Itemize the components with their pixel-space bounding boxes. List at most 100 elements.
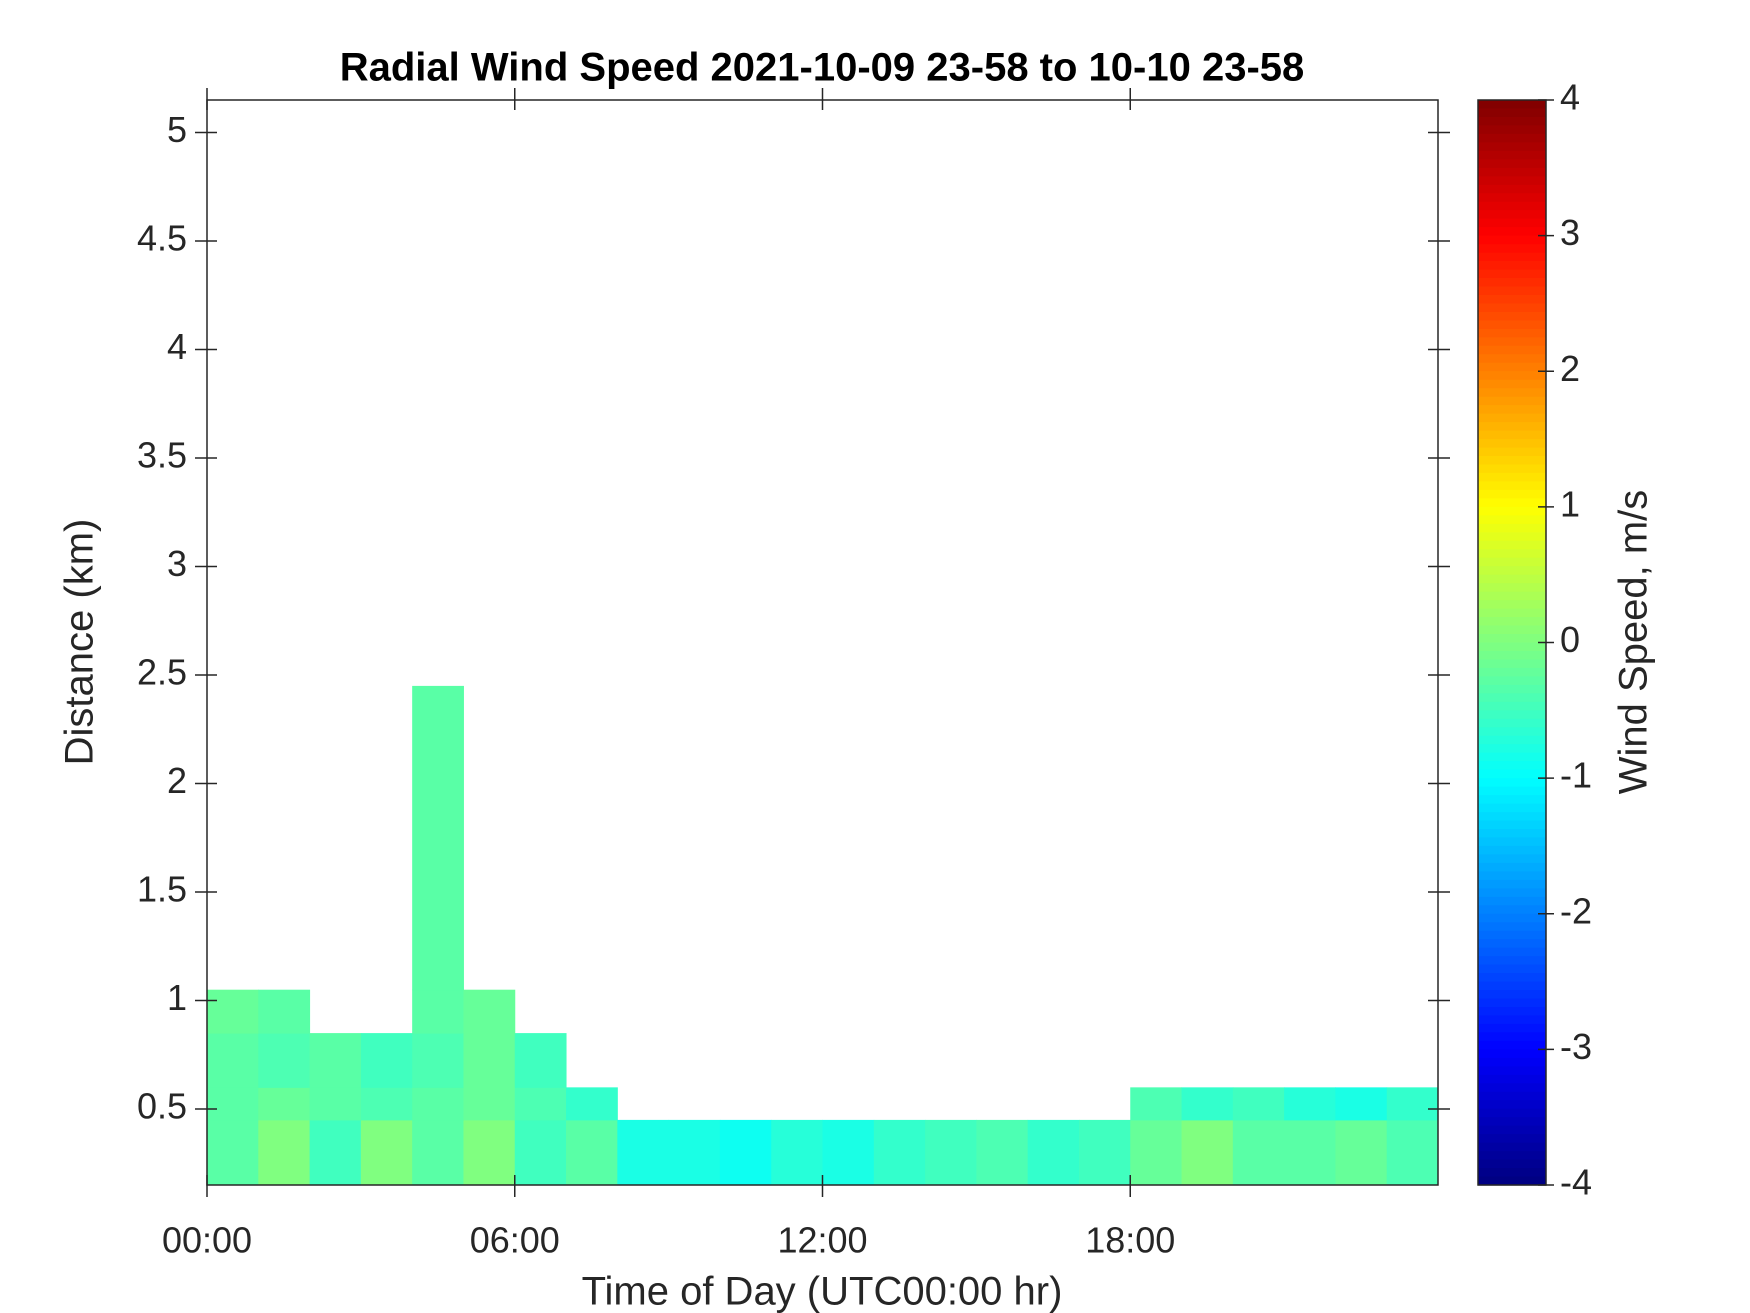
colorbar-band: [1478, 371, 1546, 381]
colorbar-band: [1478, 1108, 1546, 1118]
y-tick-label: 2: [167, 760, 187, 801]
colorbar-band: [1478, 422, 1546, 432]
colorbar-band: [1478, 786, 1546, 796]
colorbar-band: [1478, 532, 1546, 542]
colorbar-band: [1478, 489, 1546, 499]
colorbar-band: [1478, 303, 1546, 313]
colorbar-band: [1478, 252, 1546, 262]
colorbar-band: [1478, 625, 1546, 635]
heatmap-cell: [463, 1087, 516, 1121]
colorbar-band: [1478, 116, 1546, 127]
colorbar-band: [1478, 1015, 1546, 1025]
colorbar-band: [1478, 778, 1546, 788]
colorbar-band: [1478, 523, 1546, 533]
y-tick-label: 3: [167, 543, 187, 584]
colorbar-band: [1478, 710, 1546, 720]
colorbar-band: [1478, 854, 1546, 864]
colorbar-band: [1478, 227, 1546, 237]
colorbar-band: [1478, 142, 1546, 152]
colorbar-band: [1478, 650, 1546, 661]
colorbar-band: [1478, 1100, 1546, 1110]
colorbar-band: [1478, 100, 1546, 110]
colorbar-band: [1478, 913, 1546, 923]
colorbar-band: [1478, 574, 1546, 584]
heatmap-cell: [1386, 1119, 1439, 1186]
heatmap-cell: [1130, 1087, 1183, 1121]
heatmap-cell: [258, 1033, 311, 1088]
colorbar-band: [1478, 862, 1546, 872]
colorbar-band: [1478, 718, 1546, 728]
colorbar-band: [1478, 125, 1546, 135]
colorbar-band: [1478, 566, 1546, 576]
colorbar-band: [1478, 591, 1546, 601]
colorbar-band: [1478, 1023, 1546, 1034]
heatmap-cell: [207, 1033, 259, 1088]
colorbar-band: [1478, 803, 1546, 813]
heatmap-cell: [412, 1119, 464, 1186]
heatmap-cell: [668, 1119, 721, 1186]
heatmap-cell: [360, 1119, 413, 1186]
x-tick-label: 18:00: [1085, 1220, 1175, 1261]
colorbar-tick-label: 4: [1560, 77, 1580, 118]
heatmap-cell: [309, 1087, 362, 1121]
colorbar-band: [1478, 1117, 1546, 1127]
x-tick-label: 06:00: [470, 1220, 560, 1261]
y-tick-label: 4: [167, 326, 187, 367]
colorbar-band: [1478, 1091, 1546, 1101]
chart-title: Radial Wind Speed 2021-10-09 23-58 to 10…: [340, 46, 1305, 90]
heatmap-cell: [1130, 1119, 1183, 1186]
colorbar-band: [1478, 634, 1546, 644]
heatmap-cell: [463, 989, 516, 1034]
colorbar-band: [1478, 964, 1546, 974]
colorbar-band: [1478, 947, 1546, 957]
colorbar-band: [1478, 812, 1546, 822]
colorbar-band: [1478, 956, 1546, 966]
heatmap-cell: [1284, 1087, 1336, 1121]
colorbar-band: [1478, 1040, 1546, 1050]
colorbar-band: [1478, 286, 1546, 296]
colorbar-band: [1478, 1134, 1546, 1144]
colorbar-band: [1478, 201, 1546, 211]
colorbar-band: [1478, 828, 1546, 839]
colorbar-band: [1478, 600, 1546, 610]
heatmap-cell: [309, 1119, 362, 1186]
colorbar-band: [1478, 667, 1546, 678]
colorbar-band: [1478, 210, 1546, 220]
colorbar-band: [1478, 133, 1546, 143]
colorbar-band: [1478, 1176, 1546, 1186]
colorbar-band: [1478, 845, 1546, 856]
colorbar-band: [1478, 176, 1546, 186]
y-tick-label: 5: [167, 109, 187, 150]
heatmap-cell: [463, 1119, 516, 1186]
colorbar-band: [1478, 261, 1546, 271]
colorbar-band: [1478, 879, 1546, 889]
colorbar-band: [1478, 515, 1546, 525]
colorbar-band: [1478, 998, 1546, 1008]
colorbar-band: [1478, 311, 1546, 321]
y-tick-label: 1.5: [137, 869, 187, 910]
heatmap-cell: [412, 1087, 464, 1121]
colorbar-band: [1478, 481, 1546, 491]
colorbar-band: [1478, 676, 1546, 686]
heatmap-cell: [207, 1087, 259, 1121]
colorbar-band: [1478, 557, 1546, 567]
heatmap-cell: [258, 1119, 311, 1186]
heatmap-cell: [1232, 1087, 1285, 1121]
heatmap-cell: [1335, 1087, 1388, 1121]
x-axis-label: Time of Day (UTC00:00 hr): [582, 1270, 1063, 1313]
colorbar-tick-label: 1: [1560, 483, 1580, 524]
colorbar-band: [1478, 506, 1546, 516]
colorbar-band: [1478, 269, 1546, 279]
colorbar-band: [1478, 278, 1546, 288]
colorbar-band: [1478, 456, 1546, 466]
colorbar-tick-label: -3: [1560, 1026, 1592, 1067]
colorbar-band: [1478, 218, 1546, 228]
colorbar-band: [1478, 930, 1546, 940]
colorbar-band: [1478, 583, 1546, 593]
heatmap-cell: [1181, 1087, 1234, 1121]
colorbar-band: [1478, 642, 1546, 652]
colorbar-band: [1478, 464, 1546, 474]
colorbar-band: [1478, 396, 1546, 406]
colorbar-band: [1478, 922, 1546, 932]
colorbar-band: [1478, 617, 1546, 627]
